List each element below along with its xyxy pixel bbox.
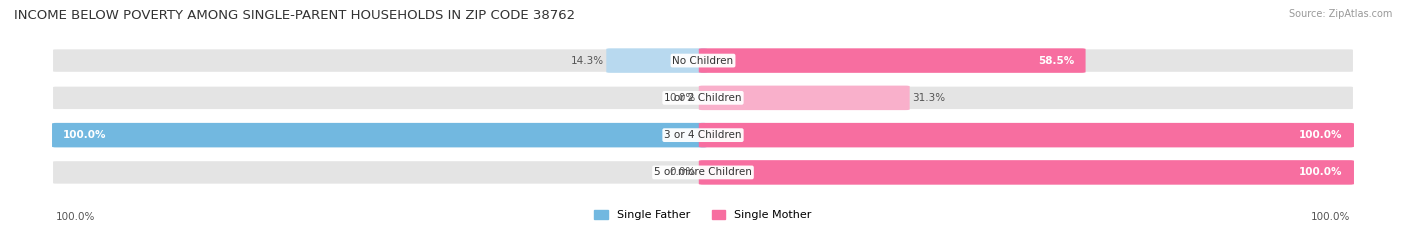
Text: INCOME BELOW POVERTY AMONG SINGLE-PARENT HOUSEHOLDS IN ZIP CODE 38762: INCOME BELOW POVERTY AMONG SINGLE-PARENT… <box>14 9 575 22</box>
Text: 5 or more Children: 5 or more Children <box>654 168 752 177</box>
Text: 14.3%: 14.3% <box>571 56 603 65</box>
Text: 100.0%: 100.0% <box>63 130 107 140</box>
Text: 100.0%: 100.0% <box>56 212 96 222</box>
Legend: Single Father, Single Mother: Single Father, Single Mother <box>595 210 811 220</box>
Text: 0.0%: 0.0% <box>669 93 696 103</box>
Text: 3 or 4 Children: 3 or 4 Children <box>664 130 742 140</box>
Text: 100.0%: 100.0% <box>1310 212 1350 222</box>
Text: 1 or 2 Children: 1 or 2 Children <box>664 93 742 103</box>
Text: 0.0%: 0.0% <box>669 168 696 177</box>
Text: 100.0%: 100.0% <box>1299 168 1343 177</box>
Text: No Children: No Children <box>672 56 734 65</box>
Text: 31.3%: 31.3% <box>912 93 946 103</box>
Text: Source: ZipAtlas.com: Source: ZipAtlas.com <box>1288 9 1392 19</box>
Text: 100.0%: 100.0% <box>1299 130 1343 140</box>
Text: 58.5%: 58.5% <box>1038 56 1074 65</box>
